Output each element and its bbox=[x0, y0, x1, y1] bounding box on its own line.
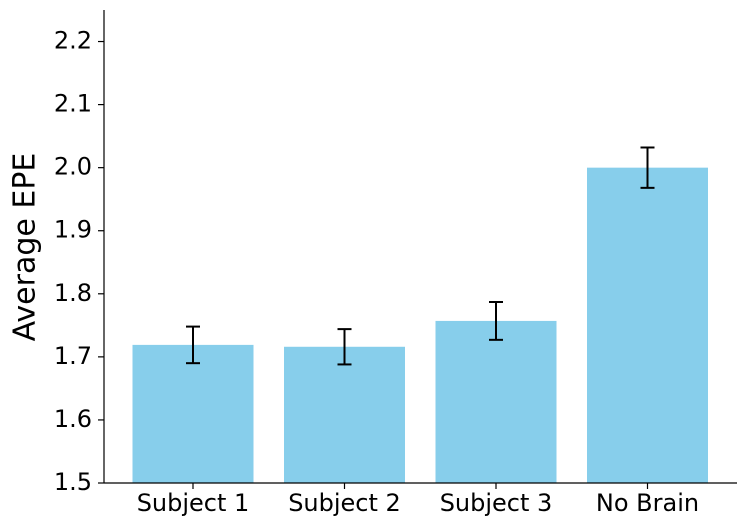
y-axis-label: Average EPE bbox=[8, 153, 43, 342]
error-bar bbox=[186, 325, 200, 365]
x-tick-label: No Brain bbox=[596, 489, 699, 517]
y-tick-label: 1.7 bbox=[54, 342, 92, 370]
bar bbox=[435, 320, 557, 483]
error-bar bbox=[489, 300, 503, 341]
x-tick-label: Subject 2 bbox=[288, 489, 401, 517]
error-bar bbox=[337, 328, 352, 366]
x-tick-label: Subject 3 bbox=[440, 489, 553, 517]
y-tick-label: 2.1 bbox=[54, 90, 92, 118]
y-tick-label: 1.9 bbox=[54, 216, 92, 244]
y-tick-label: 1.8 bbox=[54, 279, 92, 307]
y-tick-label: 1.5 bbox=[54, 468, 92, 496]
x-tick-label: Subject 1 bbox=[137, 489, 250, 517]
bar bbox=[132, 344, 254, 483]
error-bar bbox=[640, 146, 655, 189]
bar bbox=[587, 167, 708, 483]
bar bbox=[284, 346, 405, 483]
y-tick-label: 1.6 bbox=[54, 405, 92, 433]
y-tick-label: 2.2 bbox=[54, 27, 92, 55]
y-tick-label: 2.0 bbox=[54, 153, 92, 181]
